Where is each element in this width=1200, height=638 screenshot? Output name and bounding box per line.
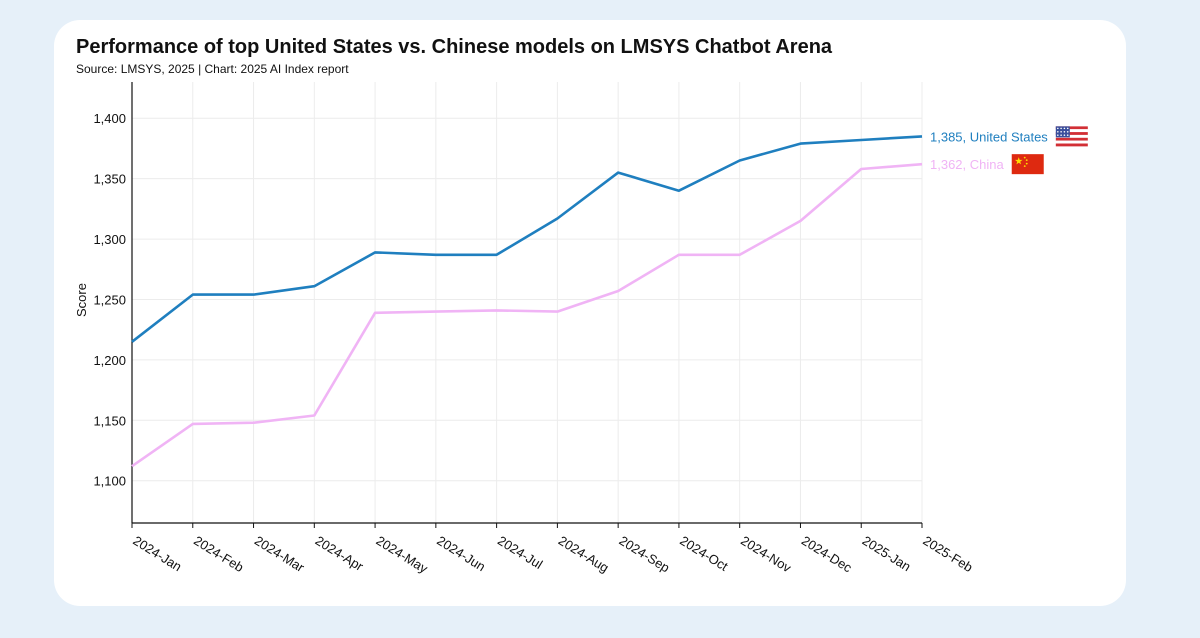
x-tick-label: 2024-Mar — [252, 533, 308, 576]
china-flag-icon — [1011, 154, 1044, 175]
gridlines — [131, 82, 923, 523]
y-tick-label: 1,250 — [93, 292, 126, 307]
y-tick-label: 1,400 — [93, 111, 126, 126]
chart-card — [54, 20, 1126, 606]
y-tick-label: 1,200 — [93, 353, 126, 368]
y-tick-label: 1,350 — [93, 172, 126, 187]
end-label: 1,362, China — [930, 157, 1004, 172]
x-tick-label: 2024-Nov — [738, 533, 794, 576]
end-labels: 1,385, United States 1,362, China — [930, 126, 1088, 175]
x-tick-label: 2024-Jan — [130, 533, 184, 574]
x-axis-ticks: 2024-Jan 2024-Feb 2024-Mar 2024-Apr 2024-May… — [130, 533, 975, 577]
x-tick-label: 2024-Jul — [495, 533, 545, 572]
y-axis-ticks: 1,100 1,150 1,200 1,250 1,300 1,350 1,400 — [93, 111, 126, 488]
x-tick-label: 2024-Apr — [313, 533, 367, 574]
y-tick-label: 1,150 — [93, 413, 126, 428]
end-label: 1,385, United States — [930, 129, 1048, 144]
series-lines — [131, 135, 923, 468]
y-tick-label: 1,300 — [93, 232, 126, 247]
x-tick-label: 2024-Jun — [434, 533, 488, 574]
x-tick-label: 2025-Jan — [860, 533, 914, 574]
axes — [131, 82, 923, 528]
us-flag-icon — [1055, 126, 1088, 147]
x-tick-label: 2024-Dec — [799, 533, 855, 576]
x-tick-label: 2024-Feb — [191, 533, 246, 575]
chart-title: Performance of top United States vs. Chi… — [76, 36, 833, 58]
y-tick-label: 1,100 — [93, 474, 126, 489]
x-tick-label: 2024-Sep — [617, 533, 673, 576]
x-tick-label: 2024-Aug — [556, 533, 612, 576]
x-tick-label: 2024-May — [373, 533, 430, 577]
x-tick-label: 2024-Oct — [677, 533, 731, 574]
series-line-united-states — [131, 135, 923, 343]
series-line-china — [131, 162, 923, 468]
chart-subtitle: Source: LMSYS, 2025 | Chart: 2025 AI Ind… — [76, 62, 349, 76]
y-axis-label: Score — [74, 283, 89, 317]
x-tick-label: 2025-Feb — [920, 533, 975, 575]
